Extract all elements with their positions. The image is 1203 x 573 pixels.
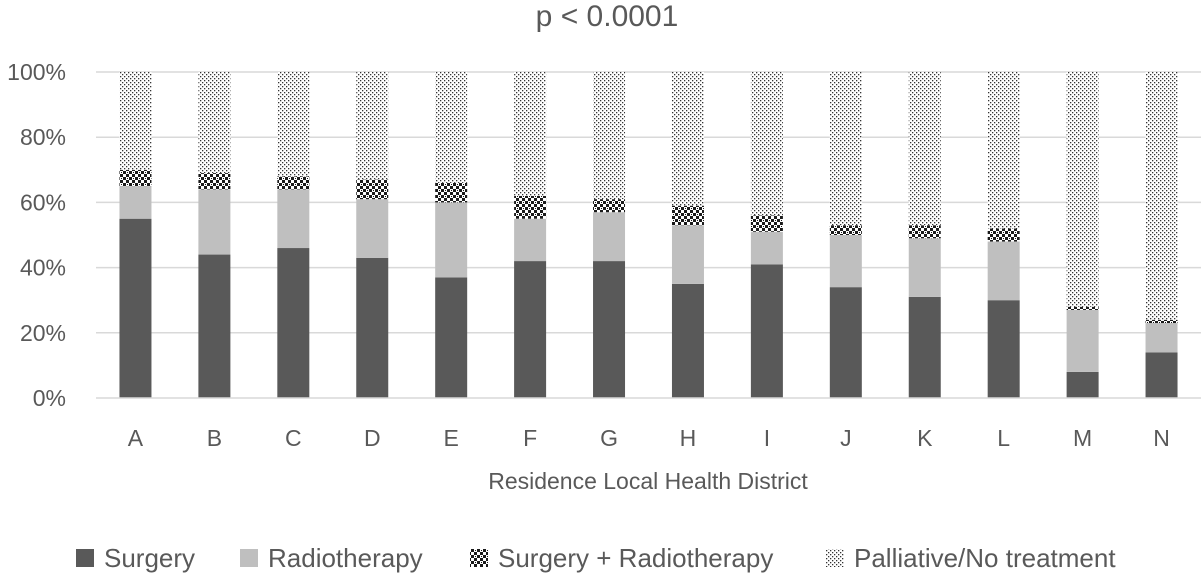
legend-swatch: [470, 549, 488, 567]
legend: Surgery Radiotherapy Surgery + Radiotherap…: [76, 543, 1116, 573]
bar-palliative-no-treatment-g: [593, 72, 626, 200]
bar-radiotherapy-h: [671, 225, 704, 284]
x-axis-title: Residence Local Health District: [488, 468, 808, 494]
bar-palliative-no-treatment-h: [671, 72, 704, 206]
x-tick-label: H: [680, 425, 697, 451]
x-tick-label: A: [128, 425, 144, 451]
bar-radiotherapy-n: [1145, 323, 1178, 353]
legend-label: Radiotherapy: [268, 543, 423, 573]
bar-palliative-no-treatment-n: [1145, 72, 1178, 320]
bar-surgery-radiotherapy-k: [908, 225, 941, 239]
bar-surgery-radiotherapy-g: [593, 199, 626, 213]
legend-label: Palliative/No treatment: [854, 543, 1116, 573]
y-tick-label: 100%: [7, 59, 66, 85]
bar-surgery-m: [1066, 371, 1099, 398]
y-tick-label: 40%: [20, 255, 66, 281]
bar-surgery-a: [119, 218, 152, 398]
x-tick-label: I: [764, 425, 770, 451]
legend-label: Surgery + Radiotherapy: [498, 543, 773, 573]
legend-swatch: [240, 549, 258, 567]
y-tick-label: 60%: [20, 189, 66, 215]
legend-label: Surgery: [104, 543, 195, 573]
bar-radiotherapy-b: [198, 189, 231, 255]
x-tick-label: D: [364, 425, 381, 451]
bar-palliative-no-treatment-a: [119, 72, 152, 170]
bar-palliative-no-treatment-i: [750, 72, 783, 216]
bar-surgery-radiotherapy-c: [277, 176, 310, 190]
y-tick-label: 20%: [20, 320, 66, 346]
x-tick-label: N: [1153, 425, 1170, 451]
bar-surgery-radiotherapy-j: [829, 225, 862, 235]
bar-surgery-g: [593, 261, 626, 398]
bar-radiotherapy-f: [514, 218, 547, 262]
bar-palliative-no-treatment-m: [1066, 72, 1099, 307]
x-tick-label: C: [285, 425, 302, 451]
bar-surgery-h: [671, 283, 704, 398]
bar-surgery-radiotherapy-m: [1066, 306, 1099, 310]
bar-surgery-b: [198, 254, 231, 398]
bar-palliative-no-treatment-l: [987, 72, 1020, 229]
bar-radiotherapy-g: [593, 212, 626, 262]
x-tick-label: G: [600, 425, 618, 451]
bar-surgery-f: [514, 261, 547, 398]
legend-swatch: [826, 549, 844, 567]
bar-surgery-radiotherapy-f: [514, 195, 547, 219]
bar-radiotherapy-k: [908, 238, 941, 297]
bar-surgery-radiotherapy-n: [1145, 319, 1178, 324]
bar-radiotherapy-c: [277, 189, 310, 249]
y-tick-label: 0%: [33, 385, 66, 411]
y-tick-label: 80%: [20, 124, 66, 150]
chart-title: p < 0.0001: [536, 0, 679, 33]
bar-surgery-radiotherapy-a: [119, 169, 152, 187]
bar-surgery-radiotherapy-e: [435, 182, 468, 203]
bar-radiotherapy-i: [750, 231, 783, 265]
bars: [119, 72, 1178, 398]
bar-surgery-i: [750, 264, 783, 398]
bar-surgery-radiotherapy-i: [750, 215, 783, 232]
bar-radiotherapy-a: [119, 186, 152, 219]
bar-palliative-no-treatment-e: [435, 72, 468, 183]
legend-swatch: [76, 549, 94, 567]
bar-surgery-radiotherapy-b: [198, 173, 231, 190]
bar-surgery-j: [829, 287, 862, 398]
bar-radiotherapy-e: [435, 202, 468, 278]
bar-palliative-no-treatment-d: [356, 72, 389, 180]
gridlines: [96, 71, 1201, 334]
x-tick-label: K: [917, 425, 933, 451]
bar-palliative-no-treatment-b: [198, 72, 231, 174]
bar-surgery-radiotherapy-h: [671, 205, 704, 226]
x-tick-label: M: [1073, 425, 1092, 451]
bar-surgery-k: [908, 296, 941, 398]
x-axis-ticks: A B C D E F G H I J K L M N: [128, 425, 1170, 451]
bar-radiotherapy-m: [1066, 309, 1099, 372]
bar-surgery-l: [987, 300, 1020, 398]
bar-surgery-radiotherapy-d: [356, 179, 389, 200]
bar-radiotherapy-j: [829, 235, 862, 288]
y-axis-ticks: 0% 20% 40% 60% 80% 100%: [7, 59, 66, 411]
x-tick-label: E: [444, 425, 459, 451]
bar-surgery-c: [277, 248, 310, 398]
bar-palliative-no-treatment-c: [277, 72, 310, 177]
bar-palliative-no-treatment-k: [908, 72, 941, 226]
bar-surgery-e: [435, 277, 468, 398]
x-tick-label: B: [207, 425, 222, 451]
x-tick-label: F: [523, 425, 537, 451]
x-tick-label: L: [997, 425, 1010, 451]
bar-palliative-no-treatment-f: [514, 72, 547, 196]
bar-palliative-no-treatment-j: [829, 72, 862, 226]
bar-surgery-n: [1145, 352, 1178, 398]
bar-surgery-radiotherapy-l: [987, 228, 1020, 242]
bar-radiotherapy-d: [356, 199, 389, 258]
bar-surgery-d: [356, 257, 389, 398]
x-tick-label: J: [840, 425, 852, 451]
bar-radiotherapy-l: [987, 241, 1020, 301]
